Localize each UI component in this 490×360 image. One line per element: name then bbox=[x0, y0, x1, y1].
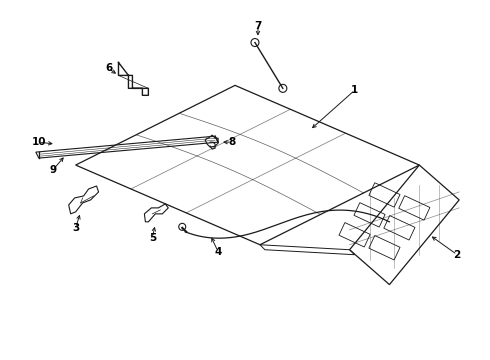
Text: 7: 7 bbox=[254, 21, 262, 31]
Text: 8: 8 bbox=[228, 137, 236, 147]
Text: 9: 9 bbox=[49, 165, 56, 175]
Text: 1: 1 bbox=[351, 85, 358, 95]
Text: 6: 6 bbox=[105, 63, 112, 73]
Text: 10: 10 bbox=[31, 137, 46, 147]
Text: 2: 2 bbox=[454, 250, 461, 260]
Text: 4: 4 bbox=[215, 247, 222, 257]
Text: 5: 5 bbox=[149, 233, 156, 243]
Text: 3: 3 bbox=[72, 223, 79, 233]
